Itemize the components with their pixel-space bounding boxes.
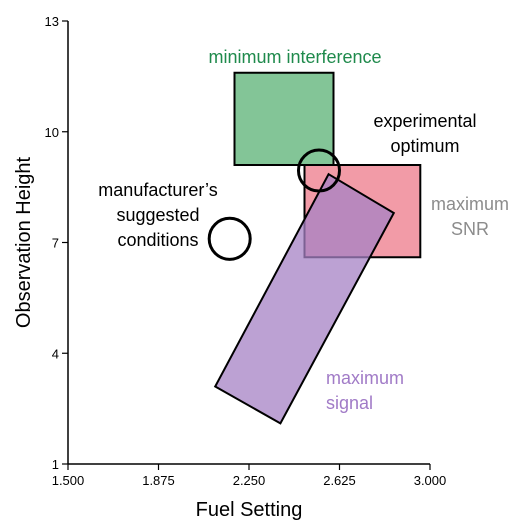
marker-circle-manufacturers (207, 216, 252, 261)
marker-circle-experimental (296, 148, 341, 193)
label-manufacturers-suggested-conditions: suggested (116, 205, 199, 225)
axes-layer: 1.500 1.875 2.250 2.625 3.000 1 4 7 10 13 Fuel Set… (13, 14, 446, 521)
y-tick-label: 4 (52, 346, 59, 361)
y-axis-title: Observation Height (13, 156, 35, 328)
label-manufacturers-suggested-conditions: conditions (117, 230, 198, 250)
x-tick-label: 2.625 (323, 473, 356, 488)
y-tick-label: 7 (52, 236, 59, 251)
markers-layer (207, 148, 341, 261)
x-tick-label: 1.875 (142, 473, 175, 488)
y-tick-label: 10 (45, 125, 59, 140)
x-tick-label: 3.000 (414, 473, 447, 488)
labels-layer: minimum interference maximum SNR maximum sig… (98, 47, 509, 413)
label-manufacturers-suggested-conditions: manufacturer’s (98, 180, 217, 200)
label-maximum-snr: SNR (451, 219, 489, 239)
x-tick-label: 1.500 (52, 473, 85, 488)
label-maximum-snr: maximum (431, 194, 509, 214)
label-minimum-interference: minimum interference (208, 47, 381, 67)
label-experimental-optimum: experimental (373, 111, 476, 131)
region-maximum-signal (213, 172, 396, 425)
x-tick-label: 2.250 (233, 473, 266, 488)
x-axis-title: Fuel Setting (196, 499, 303, 521)
label-experimental-optimum: optimum (390, 136, 459, 156)
label-maximum-signal: signal (326, 393, 373, 413)
regions-layer (213, 71, 422, 425)
y-tick-label: 1 (52, 457, 59, 472)
label-maximum-signal: maximum (326, 368, 404, 388)
y-tick-label: 13 (45, 14, 59, 29)
